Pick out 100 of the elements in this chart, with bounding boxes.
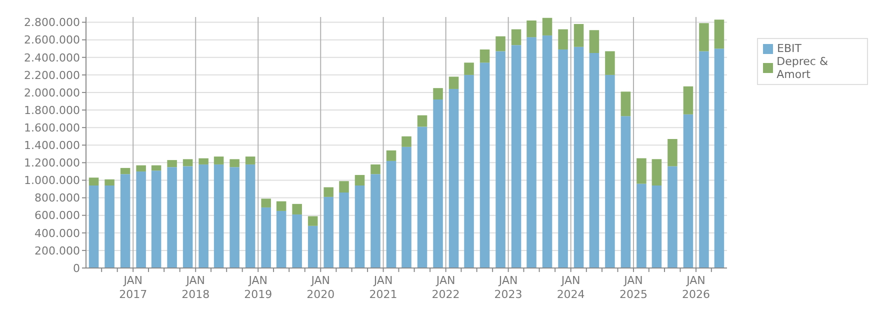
bar	[558, 29, 568, 50]
x-tick-label: JAN 2020	[306, 274, 335, 301]
bar	[88, 186, 99, 268]
bar	[230, 159, 240, 168]
bar	[526, 20, 536, 38]
bar	[245, 164, 256, 268]
bar	[589, 30, 600, 53]
bar	[88, 178, 99, 186]
bar	[151, 165, 162, 171]
y-tick-label: 800.000	[34, 192, 80, 205]
bar	[182, 159, 193, 166]
x-tick-label: JAN 2018	[182, 274, 210, 301]
bar	[652, 186, 662, 268]
bar	[308, 226, 318, 268]
bar	[526, 37, 536, 268]
bar	[214, 156, 224, 164]
bar	[198, 164, 208, 268]
bar	[558, 49, 568, 268]
y-tick-label: 1.200.000	[24, 156, 80, 170]
bar	[496, 36, 506, 52]
bar	[339, 192, 349, 268]
bar	[433, 88, 443, 100]
bar	[480, 49, 490, 63]
bar	[542, 18, 552, 36]
bar	[668, 138, 678, 166]
y-tick-label: 2.800.000	[24, 16, 80, 30]
bar	[511, 45, 522, 268]
bar	[683, 114, 694, 268]
bar	[605, 51, 615, 75]
bar	[402, 146, 412, 268]
bar	[245, 156, 256, 164]
y-tick-label: 1.000.000	[24, 174, 80, 188]
bar	[167, 167, 177, 268]
bar	[276, 210, 286, 268]
y-tick-label: 400.000	[34, 226, 80, 240]
bar	[636, 158, 646, 184]
bar	[448, 88, 459, 268]
y-tick-label: 2.600.000	[24, 34, 80, 47]
bar	[699, 23, 709, 52]
bar	[136, 171, 146, 268]
bar	[276, 201, 286, 211]
bar	[292, 214, 302, 268]
legend-label: Deprec & Amort	[776, 55, 830, 81]
bar	[339, 181, 349, 193]
bar	[605, 74, 615, 268]
bar	[417, 115, 428, 127]
bar	[324, 196, 334, 268]
x-tick-label: JAN 2023	[494, 274, 522, 301]
bar	[417, 126, 428, 268]
bar	[104, 186, 114, 268]
y-tick-label: 1.400.000	[24, 139, 80, 152]
y-tick-label: 600.000	[34, 209, 80, 222]
bar	[699, 51, 709, 268]
bar	[683, 86, 694, 114]
bar	[464, 62, 474, 75]
x-tick-label: JAN 2019	[244, 274, 272, 301]
y-tick-label: 2.400.000	[24, 51, 80, 64]
legend-label: EBIT	[777, 42, 802, 55]
bar	[589, 52, 600, 268]
bar	[370, 164, 380, 174]
bar	[182, 166, 193, 268]
bar	[261, 198, 271, 208]
y-tick-label: 1.600.000	[24, 121, 80, 134]
bar	[480, 62, 490, 268]
x-tick-label: JAN 2024	[556, 274, 585, 301]
bar	[620, 92, 631, 116]
bar	[433, 99, 443, 268]
bar	[324, 187, 334, 197]
y-tick-label: 200.000	[34, 244, 80, 258]
y-tick-label: 2.000.000	[24, 86, 80, 100]
bar	[714, 20, 724, 49]
y-tick-label: 2.200.000	[24, 68, 80, 82]
bar	[652, 159, 662, 186]
bar	[370, 174, 380, 268]
bar	[574, 24, 584, 47]
x-tick-label: JAN 2022	[432, 274, 460, 301]
y-tick-label: 1.800.000	[24, 104, 80, 117]
x-tick-label: JAN 2021	[369, 274, 398, 301]
bar	[198, 158, 208, 164]
bar	[104, 179, 114, 186]
bar	[292, 204, 302, 214]
bar	[511, 29, 522, 46]
bar	[386, 160, 396, 268]
bar	[620, 116, 631, 268]
bar	[120, 168, 130, 174]
bar	[214, 164, 224, 268]
x-tick-label: JAN 2017	[119, 274, 148, 301]
bar	[151, 170, 162, 268]
y-tick-label: 0	[73, 262, 80, 275]
x-tick-label: JAN 2025	[619, 274, 648, 301]
bar	[464, 74, 474, 268]
bar	[308, 216, 318, 226]
bar	[136, 165, 146, 172]
bar	[230, 167, 240, 268]
bar	[354, 186, 365, 268]
bar	[167, 160, 177, 168]
bar	[574, 46, 584, 268]
bar	[714, 48, 724, 268]
bar	[402, 136, 412, 147]
x-tick-label: JAN 2026	[682, 274, 710, 301]
